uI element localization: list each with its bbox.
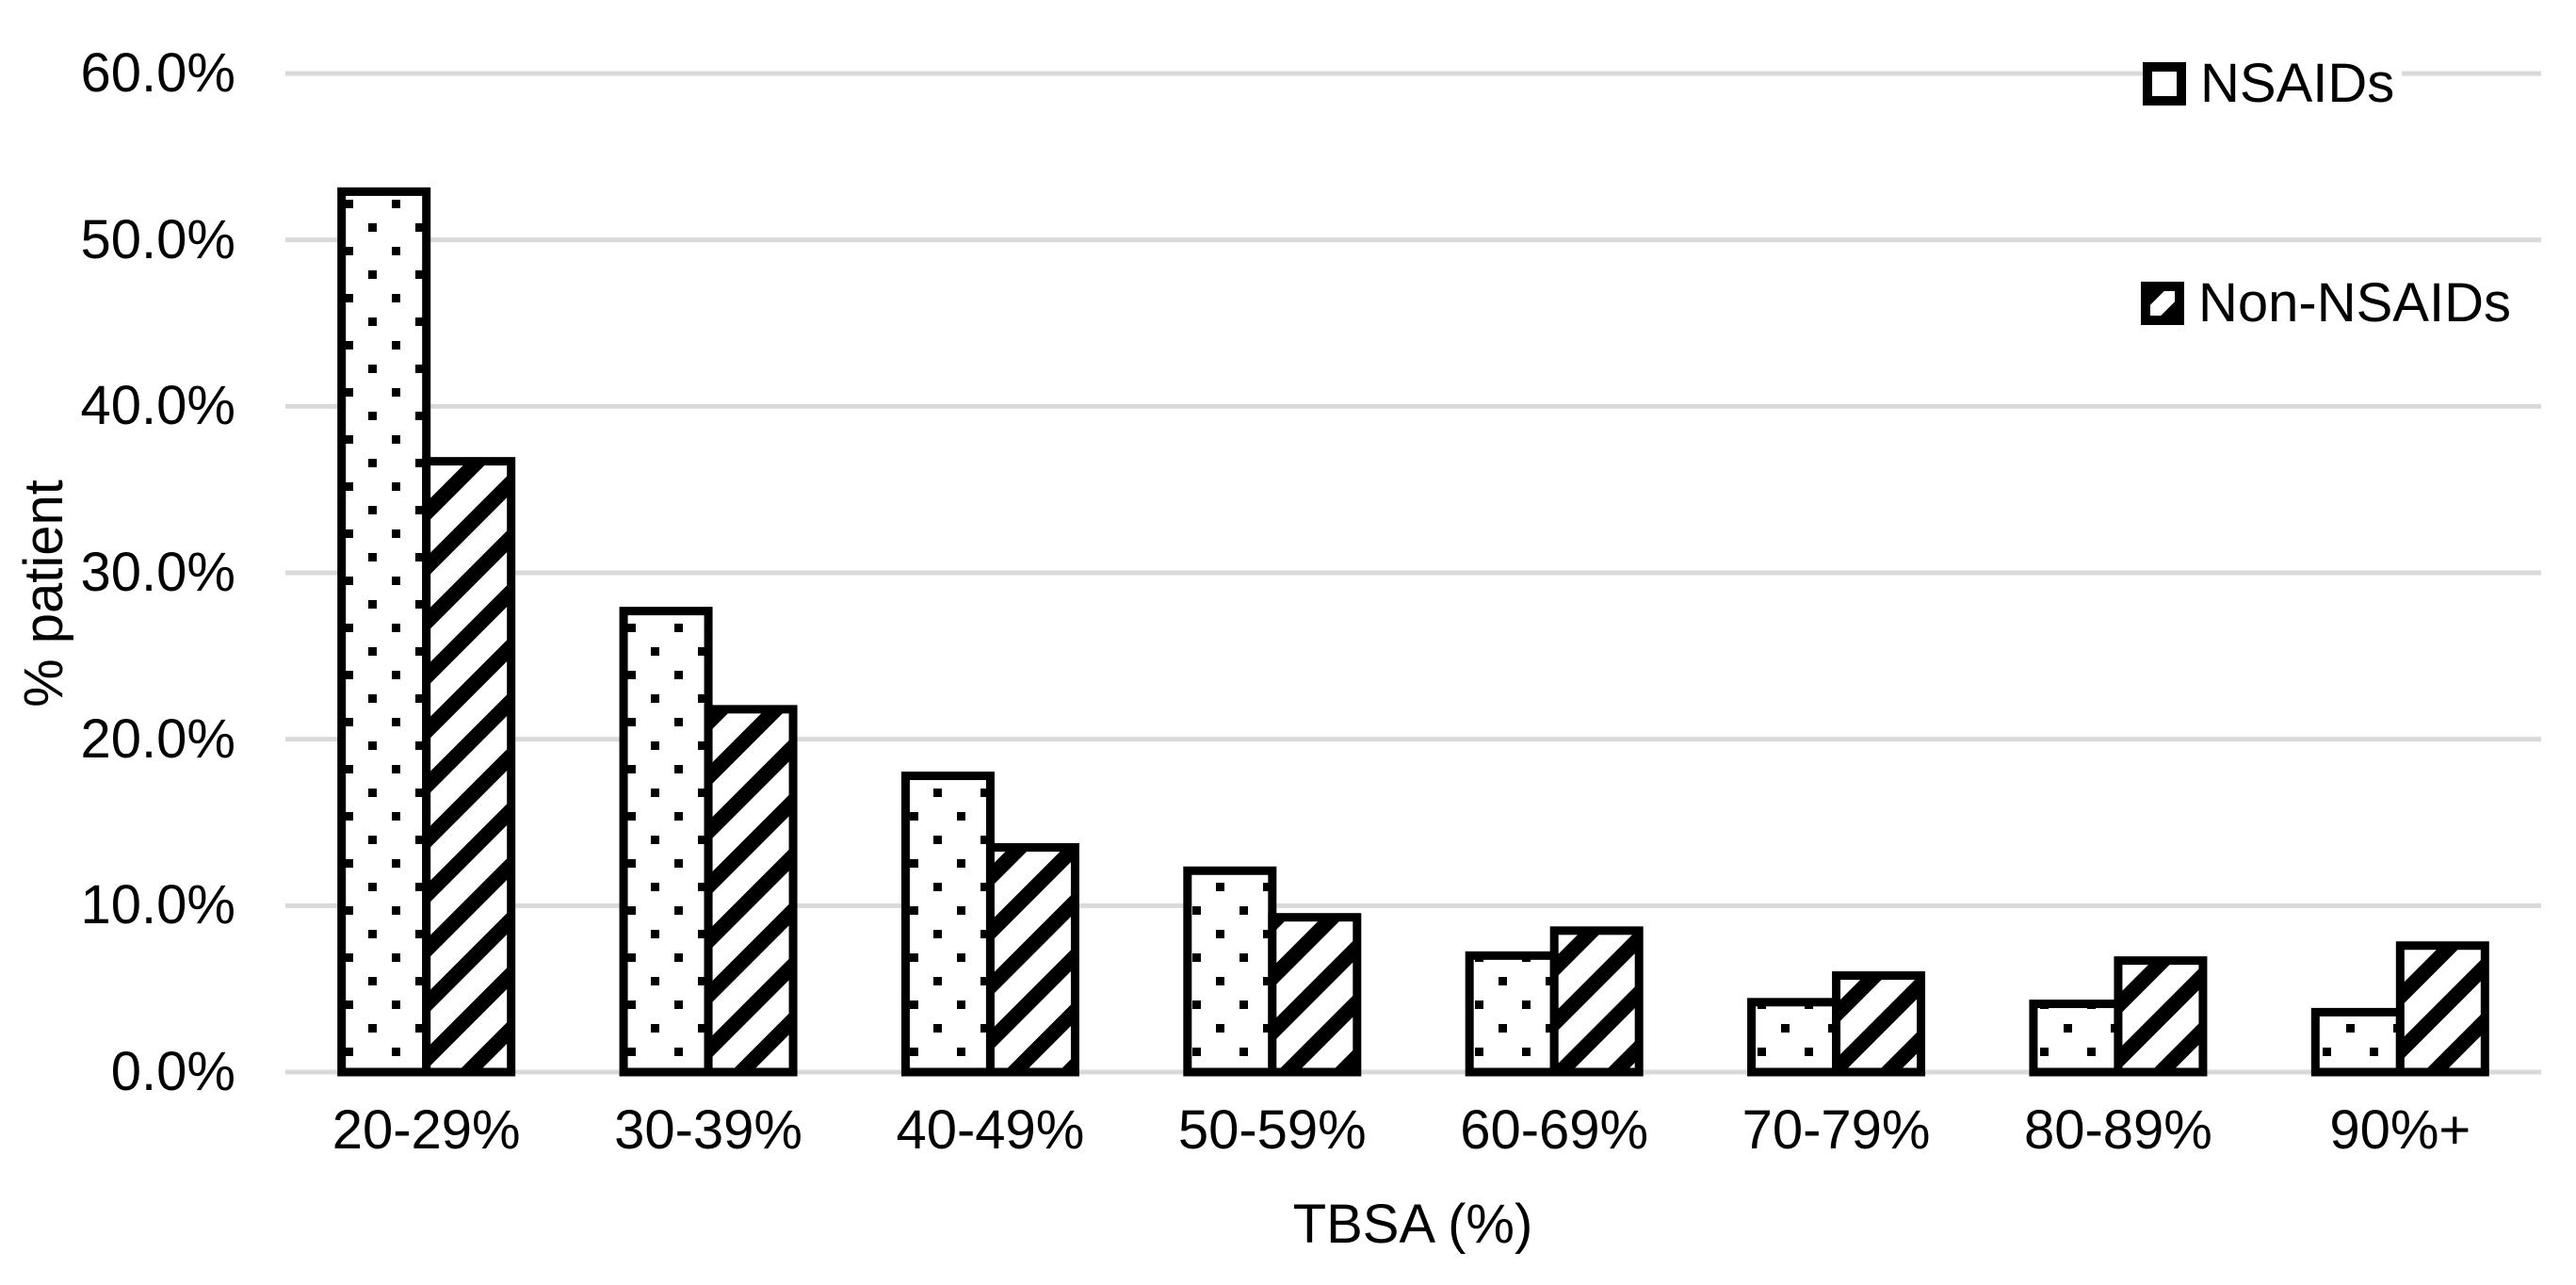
y-tick-label: 40.0% (80, 375, 235, 437)
legend-swatch-stripes-icon (2141, 282, 2184, 325)
bar-non-nsaids (422, 457, 516, 1077)
bar-non-nsaids (2114, 956, 2208, 1077)
bar-non-nsaids (704, 705, 798, 1077)
x-tick-label: 50-59% (1177, 1099, 1367, 1161)
bar-nsaids (2029, 1000, 2123, 1077)
x-tick-label: 90%+ (2329, 1099, 2471, 1161)
bar-non-nsaids (2395, 941, 2489, 1077)
bar-nsaids (2310, 1007, 2405, 1077)
x-tick-label: 20-29% (332, 1099, 521, 1161)
y-tick-label: 60.0% (80, 42, 235, 104)
x-tick-label: 30-39% (614, 1099, 803, 1161)
y-tick-label: 10.0% (80, 874, 235, 936)
bar-nsaids (1465, 951, 1559, 1077)
bar-nsaids (337, 187, 431, 1077)
x-tick-label: 40-49% (896, 1099, 1085, 1161)
bar-nsaids (1183, 866, 1277, 1077)
bar-non-nsaids (1832, 971, 1926, 1077)
bar-non-nsaids (1549, 926, 1644, 1077)
x-axis-title: TBSA (%) (1292, 1194, 1533, 1255)
bars (337, 187, 2489, 1077)
legend-label-non-nsaids: Non-NSAIDs (2198, 272, 2511, 333)
bar-nsaids (1747, 998, 1841, 1077)
bar-nsaids (619, 607, 713, 1077)
y-tick-label: 0.0% (110, 1041, 235, 1102)
x-tick-label: 70-79% (1742, 1099, 1931, 1161)
y-tick-label: 20.0% (80, 708, 235, 770)
y-tick-label: 50.0% (80, 208, 235, 270)
x-tick-label: 80-89% (2023, 1099, 2212, 1161)
bar-non-nsaids (985, 843, 1079, 1077)
legend-swatch-dots-icon (2143, 62, 2186, 106)
y-tick-label: 30.0% (80, 542, 235, 603)
legend-item-non-nsaids: Non-NSAIDs (2141, 270, 2519, 336)
bar-nsaids (900, 772, 995, 1077)
bar-non-nsaids (1268, 913, 1362, 1077)
legend-label-nsaids: NSAIDs (2200, 53, 2395, 114)
legend-item-nsaids: NSAIDs (2143, 51, 2403, 117)
x-tick-label: 60-69% (1460, 1099, 1649, 1161)
